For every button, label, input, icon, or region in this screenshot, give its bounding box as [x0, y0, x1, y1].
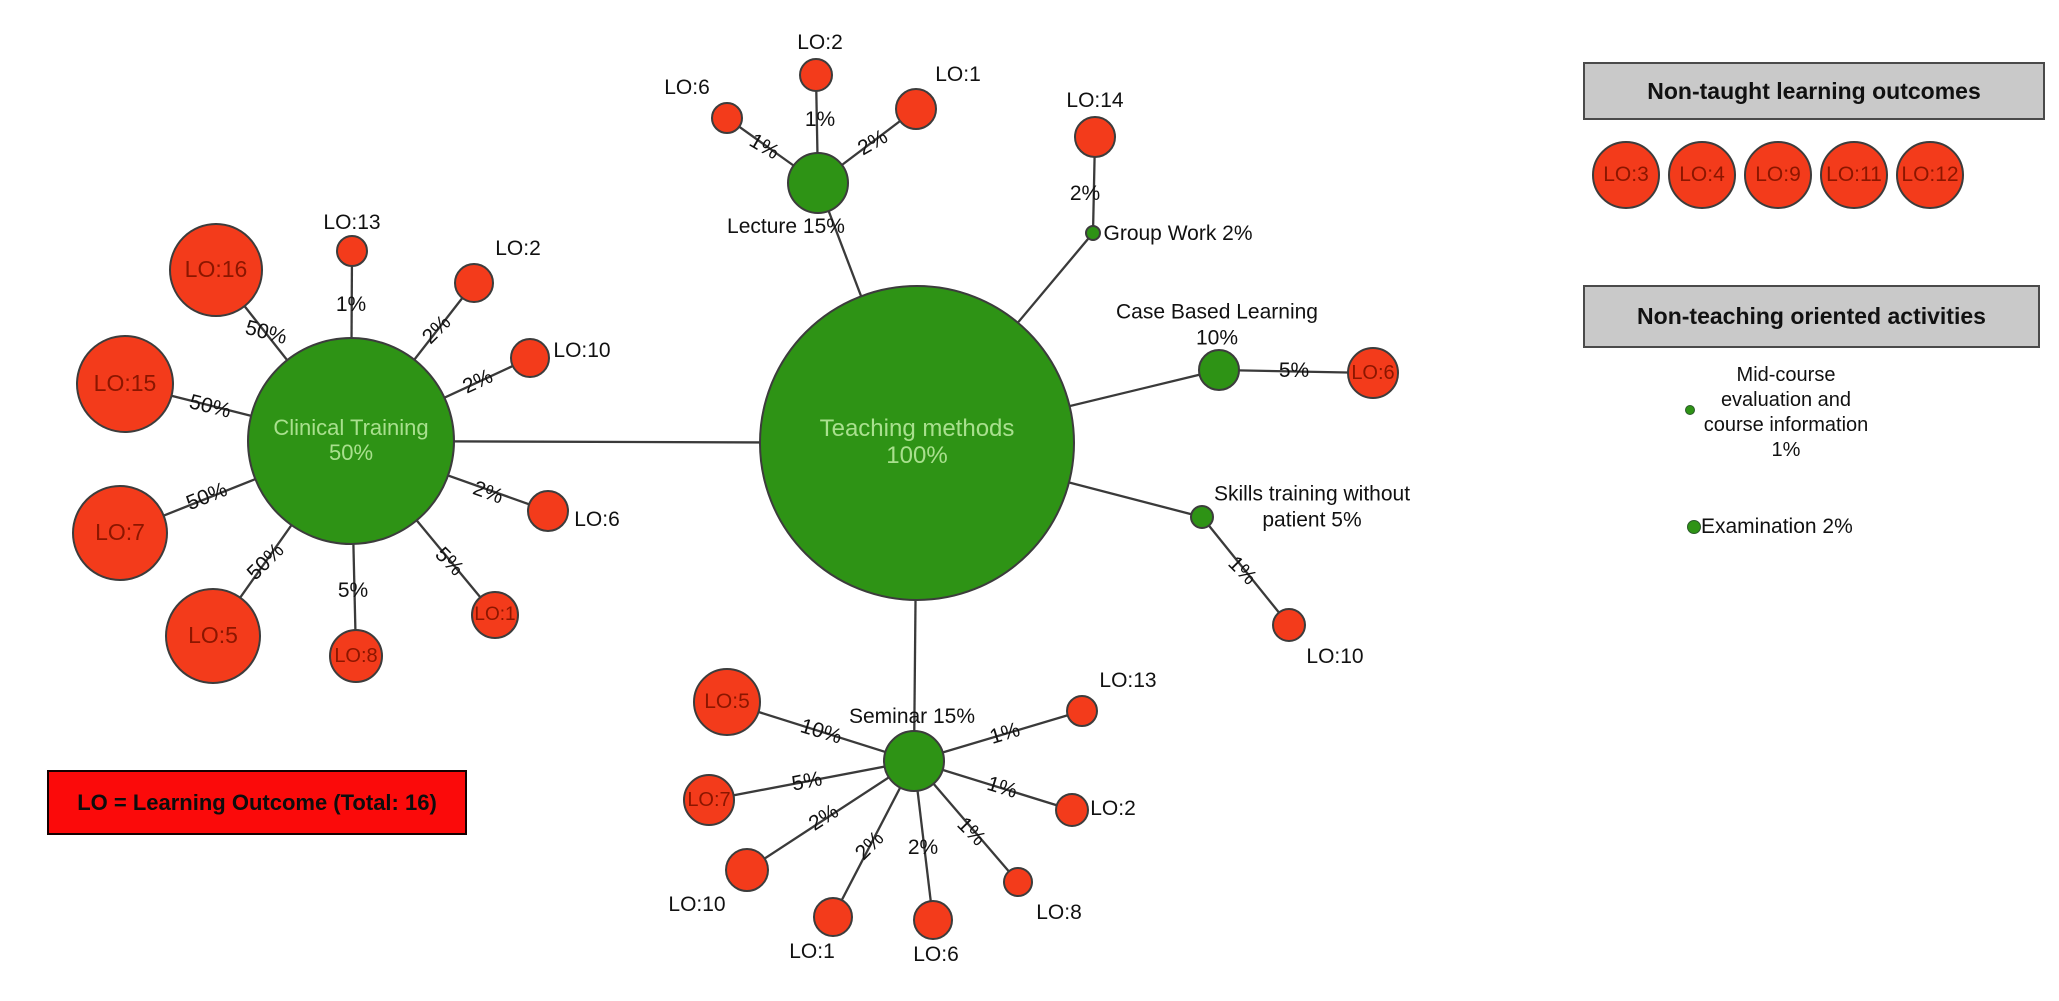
label-sem-lo5: LO:5	[704, 690, 750, 714]
label-teaching-methods: Teaching methods 100%	[819, 415, 1015, 469]
node-ct-lo5: LO:5	[165, 588, 261, 684]
label-sem-lo6: LO:6	[913, 943, 959, 967]
non-taught-panel-title: Non-taught learning outcomes	[1647, 77, 1981, 104]
edge-seminar-sem-lo10	[746, 760, 915, 871]
edge-label-clinical-training-ct-lo13: 1%	[335, 293, 367, 316]
label-clinical-training: Clinical Training 50%	[273, 415, 429, 465]
edge-label-seminar-sem-lo6: 2%	[907, 836, 939, 859]
label-sem-lo7: LO:7	[687, 788, 731, 811]
label-sem-lo13: LO:13	[1099, 669, 1157, 693]
label-lec-lo1: LO:1	[935, 63, 981, 87]
non-taught-panel-header: Non-taught learning outcomes	[1583, 62, 2045, 120]
label-sk-lo10: LO:10	[1306, 645, 1364, 669]
node-sem-lo2	[1055, 793, 1089, 827]
examination-activity-label: Examination 2%	[1701, 515, 1853, 538]
node-skills-training	[1190, 505, 1214, 529]
label-ct-lo7: LO:7	[95, 519, 145, 546]
label-ct-lo2: LO:2	[495, 237, 541, 261]
node-case-based-learning	[1198, 349, 1240, 391]
edge-skills-training-sk-lo10	[1201, 516, 1290, 626]
label-lec-lo2: LO:2	[797, 31, 843, 55]
node-ct-lo13	[336, 235, 368, 267]
edge-label-clinical-training-ct-lo8: 5%	[337, 579, 369, 602]
legend-outcome-lo11: LO:11	[1820, 141, 1888, 209]
node-seminar	[883, 730, 945, 792]
node-ct-lo16: LO:16	[169, 223, 263, 317]
label-skills-training: Skills training without patient 5%	[1213, 482, 1411, 531]
midcourse-activity-label: Mid-course evaluation and course informa…	[1703, 364, 1869, 461]
edge-label-lecture-lec-lo2: 1%	[804, 108, 836, 131]
label-gw-lo14: LO:14	[1066, 89, 1124, 113]
midcourse-activity-dot	[1685, 405, 1695, 415]
label-lecture: Lecture 15%	[727, 215, 845, 239]
legend-outcome-lo12: LO:12	[1896, 141, 1964, 209]
legend-outcome-lo4: LO:4	[1668, 141, 1736, 209]
node-sem-lo8	[1003, 867, 1033, 897]
node-sem-lo10	[725, 848, 769, 892]
edge-label-case-based-learning-cbl-lo6: 5%	[1278, 359, 1310, 382]
node-clinical-training: Clinical Training 50%	[247, 337, 455, 545]
node-lec-lo2	[799, 58, 833, 92]
learning-outcome-note-box: LO = Learning Outcome (Total: 16)	[47, 770, 467, 835]
node-lecture	[787, 152, 849, 214]
node-ct-lo15: LO:15	[76, 335, 174, 433]
label-sem-lo1: LO:1	[789, 940, 835, 964]
label-ct-lo10: LO:10	[553, 339, 611, 363]
label-ct-lo15: LO:15	[93, 370, 157, 397]
examination-activity-dot	[1687, 520, 1701, 534]
non-teaching-panel-title: Non-teaching oriented activities	[1637, 303, 1986, 329]
legend-outcome-label: LO:11	[1826, 163, 1882, 186]
node-sk-lo10	[1272, 608, 1306, 642]
node-ct-lo10	[510, 338, 550, 378]
label-lec-lo6: LO:6	[664, 76, 710, 100]
legend-outcome-label: LO:3	[1603, 163, 1649, 186]
label-sem-lo2: LO:2	[1090, 797, 1136, 821]
node-group-work	[1085, 225, 1101, 241]
edge-label-group-work-gw-lo14: 2%	[1069, 182, 1101, 205]
legend-outcome-label: LO:12	[1901, 163, 1959, 186]
label-sem-lo8: LO:8	[1036, 901, 1082, 925]
node-ct-lo2	[454, 263, 494, 303]
node-teaching-methods: Teaching methods 100%	[759, 285, 1075, 601]
legend-outcome-label: LO:4	[1679, 163, 1725, 186]
node-ct-lo7: LO:7	[72, 485, 168, 581]
label-ct-lo1: LO:1	[474, 604, 516, 626]
label-sem-lo10: LO:10	[668, 893, 726, 917]
legend-outcome-label: LO:9	[1755, 163, 1801, 186]
label-seminar: Seminar 15%	[848, 705, 976, 729]
node-lec-lo6	[711, 102, 743, 134]
node-sem-lo13	[1066, 695, 1098, 727]
legend-outcome-lo3: LO:3	[1592, 141, 1660, 209]
node-sem-lo6	[913, 900, 953, 940]
edge-seminar-sem-lo7	[708, 759, 915, 802]
node-sem-lo1	[813, 897, 853, 937]
node-ct-lo6	[527, 490, 569, 532]
node-ct-lo8: LO:8	[329, 629, 383, 683]
label-ct-lo6: LO:6	[574, 508, 620, 532]
label-ct-lo16: LO:16	[184, 256, 248, 283]
legend-outcome-lo9: LO:9	[1744, 141, 1812, 209]
label-ct-lo8: LO:8	[334, 644, 378, 667]
node-cbl-lo6: LO:6	[1347, 347, 1399, 399]
node-ct-lo1: LO:1	[471, 591, 519, 639]
label-ct-lo13: LO:13	[323, 211, 381, 235]
non-taught-outcomes-row: LO:3 LO:4 LO:9 LO:11 LO:12	[1592, 141, 1964, 209]
node-gw-lo14	[1074, 116, 1116, 158]
label-cbl-lo6: LO:6	[1351, 361, 1395, 384]
label-ct-lo5: LO:5	[188, 622, 238, 649]
node-sem-lo7: LO:7	[683, 774, 735, 826]
label-group-work: Group Work 2%	[1103, 222, 1253, 246]
learning-outcome-note-label: LO = Learning Outcome (Total: 16)	[77, 789, 437, 815]
node-lec-lo1	[895, 88, 937, 130]
node-sem-lo5: LO:5	[693, 668, 761, 736]
label-case-based-learning: Case Based Learning 10%	[1116, 300, 1318, 349]
non-teaching-panel-header: Non-teaching oriented activities	[1583, 285, 2040, 348]
